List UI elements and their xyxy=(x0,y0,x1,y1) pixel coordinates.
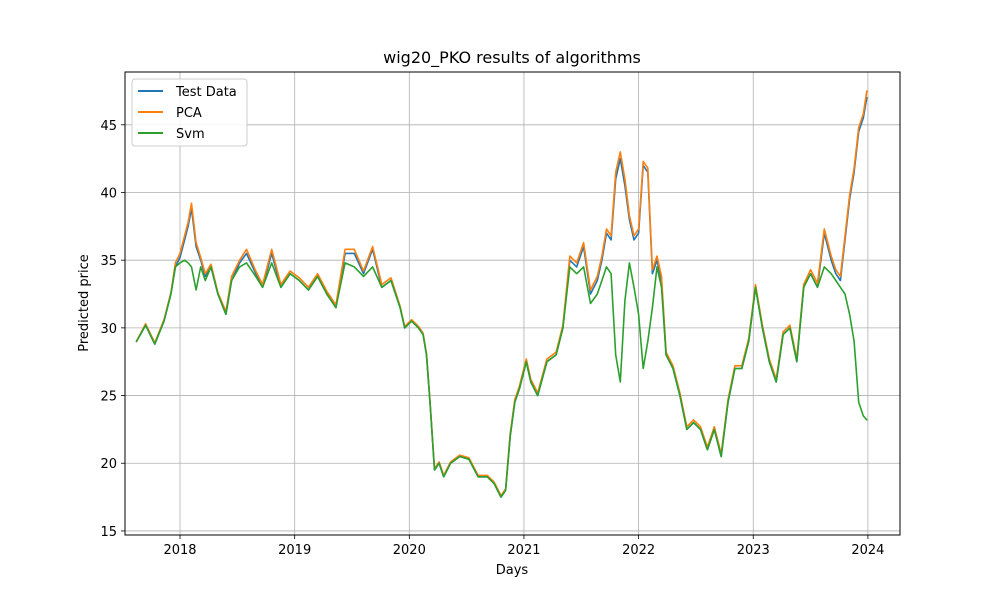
legend-label: Svm xyxy=(176,127,205,142)
legend-label: PCA xyxy=(176,106,202,121)
legend-box xyxy=(131,78,248,147)
y-tick-label: 20 xyxy=(100,457,117,472)
y-axis-label: Predicted price xyxy=(77,254,92,352)
legend: Test Data PCA Svm xyxy=(131,78,248,147)
x-tick-label: 2019 xyxy=(278,543,311,558)
y-tick-label: 45 xyxy=(100,119,117,134)
x-tick-label: 2023 xyxy=(737,543,770,558)
x-tick-label: 2021 xyxy=(507,543,540,558)
y-tick-label: 40 xyxy=(100,186,117,201)
x-tick-label: 2022 xyxy=(622,543,655,558)
x-tick-label: 2024 xyxy=(851,543,884,558)
y-tick-label: 25 xyxy=(100,390,117,405)
x-tick-label: 2018 xyxy=(163,543,196,558)
y-axis: 15 20 25 30 35 40 45 xyxy=(100,119,125,540)
x-axis-label: Days xyxy=(496,563,529,578)
chart-title: wig20_PKO results of algorithms xyxy=(383,48,641,68)
grid xyxy=(125,72,900,535)
y-tick-label: 15 xyxy=(100,525,117,540)
y-tick-label: 30 xyxy=(100,322,117,337)
legend-label: Test Data xyxy=(175,85,237,100)
series-layer xyxy=(135,90,868,498)
x-axis: 2018 2019 2020 2021 2022 2023 2024 xyxy=(163,535,884,558)
series-line-svm xyxy=(135,259,868,498)
y-tick-label: 35 xyxy=(100,254,117,269)
plot-frame xyxy=(124,71,901,536)
x-tick-label: 2020 xyxy=(393,543,426,558)
